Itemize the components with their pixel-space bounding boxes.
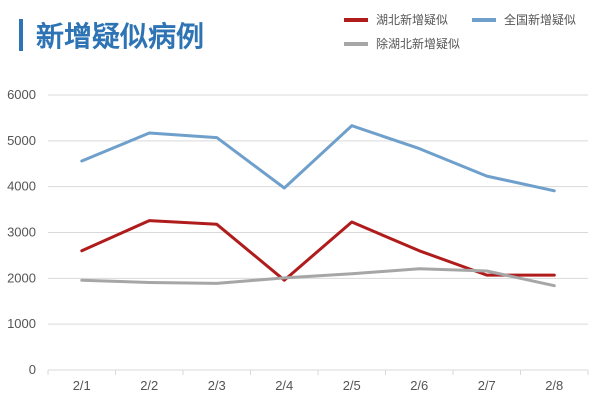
x-tick-label: 2/1 (73, 378, 91, 393)
legend-label: 湖北新增疑似 (376, 12, 448, 27)
legend-label: 除湖北新增疑似 (376, 36, 460, 51)
y-tick-label: 3000 (7, 225, 36, 240)
series-line-3 (80, 267, 556, 288)
y-tick-label: 0 (29, 362, 36, 377)
series-line-2 (80, 124, 556, 193)
x-tick-label: 2/3 (208, 378, 226, 393)
x-axis: 2/1 2/2 2/3 2/4 2/5 2/6 2/7 2/8 (47, 369, 589, 393)
x-tick-label: 2/5 (343, 378, 361, 393)
y-axis: 0 1000 2000 3000 4000 5000 6000 (7, 87, 36, 377)
title-accent-bar (19, 19, 23, 51)
y-tick-label: 5000 (7, 133, 36, 148)
x-tick-label: 2/8 (545, 378, 563, 393)
y-tick-label: 6000 (7, 87, 36, 102)
x-tick-label: 2/4 (275, 378, 293, 393)
grid-lines (48, 94, 588, 325)
y-tick-label: 2000 (7, 270, 36, 285)
x-tick-label: 2/6 (410, 378, 428, 393)
legend-label: 全国新增疑似 (504, 12, 576, 27)
x-tick-label: 2/2 (140, 378, 158, 393)
x-tick-label: 2/7 (478, 378, 496, 393)
chart-title: 新增疑似病例 (36, 20, 204, 53)
series-lines (80, 124, 556, 288)
y-tick-label: 1000 (7, 316, 36, 331)
y-tick-label: 4000 (7, 179, 36, 194)
